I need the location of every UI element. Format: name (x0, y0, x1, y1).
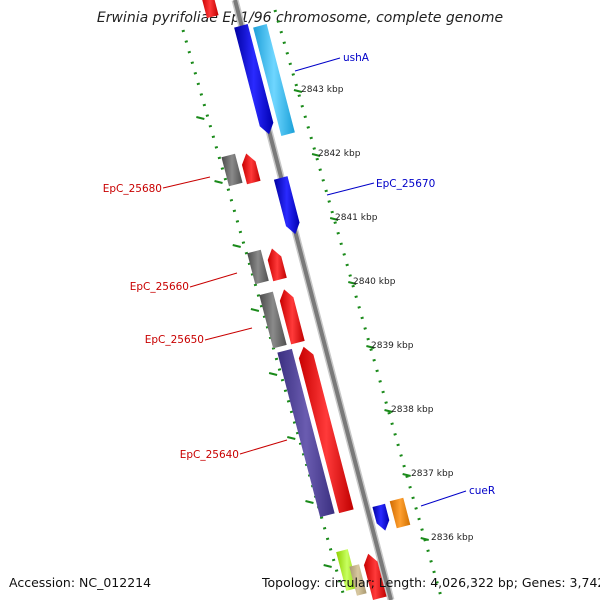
right-major-tick (329, 217, 339, 221)
scale-label: 2836 kbp (431, 533, 474, 543)
gene-usha-blue (234, 24, 274, 135)
gene-epc25660-red (267, 248, 287, 282)
leader-epc25650 (204, 327, 253, 341)
left-major-tick (250, 308, 260, 312)
gene-features (202, 0, 411, 600)
gene-red-top (202, 0, 219, 19)
left-major-tick (287, 436, 296, 440)
scale-label: 2843 kbp (301, 85, 344, 95)
label-leaders (162, 57, 467, 507)
gene-lime (336, 549, 358, 591)
scale-ticks (196, 89, 429, 568)
scale-label: 2839 kbp (371, 341, 414, 351)
gene-epc25670-blue (273, 176, 300, 235)
gene-tan (349, 564, 367, 596)
map-title: Erwinia pyrifoliae Ep1/96 chromosome, co… (96, 10, 504, 26)
right-guide-line (273, 9, 444, 600)
gene-epc25640-purple (277, 348, 335, 518)
leader-epc25640 (239, 439, 288, 455)
left-major-tick (268, 372, 278, 376)
right-major-tick (384, 409, 393, 413)
leader-epc25680 (162, 176, 211, 189)
gene-cuer-blue (372, 503, 390, 531)
left-major-tick (196, 116, 205, 120)
gene-label-cuer: cueR (469, 485, 495, 497)
left-major-tick (305, 500, 314, 504)
gene-label-epc25650: EpC_25650 (145, 334, 204, 346)
gene-epc25650-gray (259, 291, 287, 349)
gene-epc25660-gray (247, 249, 269, 285)
gene-epc25640-red (298, 346, 354, 514)
accession-text: Accession: NC_012214 (9, 575, 152, 590)
leader-epc25670 (326, 182, 375, 196)
right-major-tick (420, 537, 429, 541)
left-major-tick (214, 180, 223, 184)
gene-cuer-orange (389, 497, 411, 529)
right-major-tick (293, 89, 303, 93)
leader-usha (294, 57, 341, 72)
scale-label: 2838 kbp (391, 405, 434, 415)
gene-usha-cyan (253, 24, 295, 136)
leader-cuer (420, 490, 467, 507)
gene-red-bottom (363, 553, 387, 600)
right-major-tick (402, 473, 411, 477)
right-major-tick (366, 345, 375, 349)
gene-epc25650-red (279, 289, 305, 345)
gene-epc25680-gray (221, 153, 243, 187)
right-major-tick (348, 281, 357, 285)
gene-label-usha: ushA (343, 52, 370, 64)
gene-label-epc25660: EpC_25660 (130, 281, 189, 293)
left-major-tick (323, 564, 332, 568)
scale-label: 2841 kbp (335, 213, 378, 223)
scale-label: 2842 kbp (318, 149, 361, 159)
scale-label: 2840 kbp (353, 277, 396, 287)
gene-label-epc25680: EpC_25680 (103, 183, 162, 195)
gene-epc25680-red (241, 153, 261, 185)
genome-summary-text: Topology: circular; Length: 4,026,322 bp… (262, 575, 600, 590)
gene-label-epc25640: EpC_25640 (180, 449, 239, 461)
right-major-tick (311, 153, 321, 157)
scale-label: 2837 kbp (411, 469, 454, 479)
gene-label-epc25670: EpC_25670 (376, 178, 435, 190)
leader-epc25660 (189, 272, 238, 288)
left-major-tick (232, 244, 241, 248)
